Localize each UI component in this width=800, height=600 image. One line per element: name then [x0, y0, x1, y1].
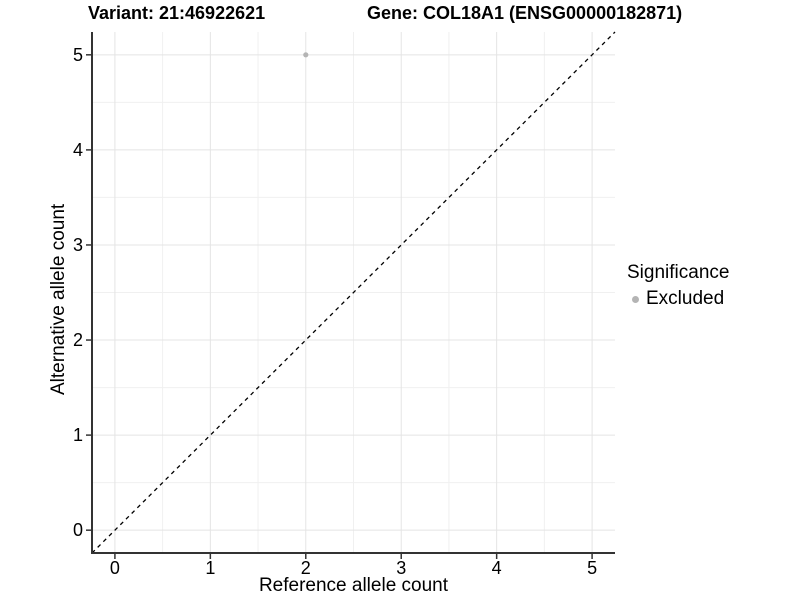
- excluded-point-icon: [632, 295, 639, 303]
- y-tick-label: 4: [73, 140, 83, 160]
- x-tick-label: 3: [396, 558, 406, 578]
- x-tick-label: 2: [301, 558, 311, 578]
- x-tick-label: 5: [587, 558, 597, 578]
- legend-item-excluded: Excluded: [627, 288, 729, 310]
- plot-title-variant: Variant: 21:46922621: [88, 3, 266, 23]
- legend-title: Significance: [627, 262, 730, 283]
- y-tick-label: 0: [73, 520, 83, 540]
- y-tick-label: 5: [73, 45, 83, 65]
- x-tick-label: 0: [110, 558, 120, 578]
- plot-title-gene: Gene: COL18A1 (ENSG00000182871): [367, 3, 683, 23]
- legend: Significance Excluded: [627, 262, 729, 310]
- data-point: [303, 52, 309, 58]
- identity-line: [91, 31, 616, 554]
- legend-item-label: Excluded: [646, 288, 725, 309]
- y-axis-title: Alternative allele count: [48, 203, 69, 395]
- x-tick-label: 1: [205, 558, 215, 578]
- y-tick-label: 2: [73, 330, 83, 350]
- y-tick-label: 1: [73, 425, 83, 445]
- y-tick-label: 3: [73, 235, 83, 255]
- x-tick-label: 4: [492, 558, 502, 578]
- x-axis-title: Reference allele count: [258, 575, 449, 596]
